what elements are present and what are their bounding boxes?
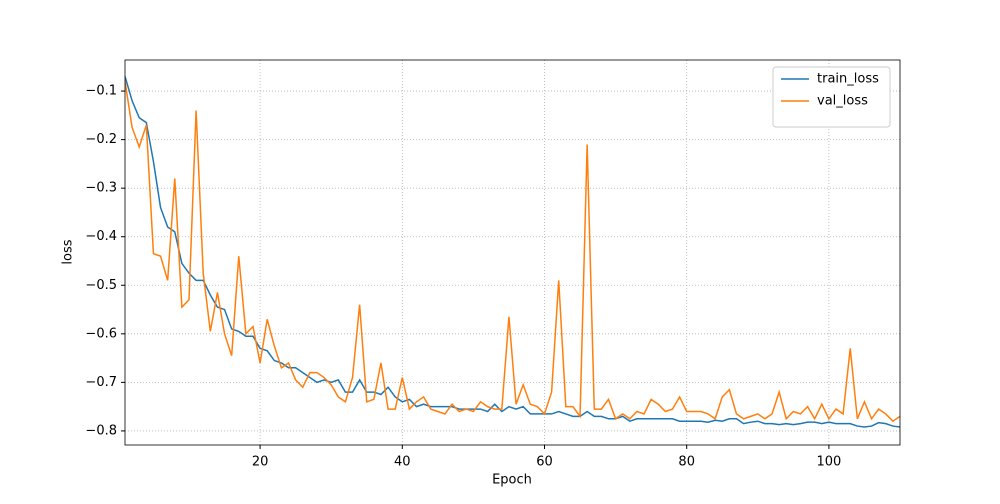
y-tick-label: −0.8 <box>85 423 117 438</box>
plot-frame <box>124 59 901 446</box>
x-tick-label: 40 <box>394 455 411 470</box>
y-tick-label: −0.4 <box>85 229 117 244</box>
y-tick-label: −0.2 <box>85 132 117 147</box>
y-tick-label: −0.1 <box>85 84 117 99</box>
y-tick-label: −0.7 <box>85 375 117 390</box>
x-tick-label: 80 <box>678 455 695 470</box>
legend-label: train_loss <box>817 72 879 87</box>
legend-box <box>772 66 891 128</box>
x-tick-label: 20 <box>252 455 269 470</box>
y-axis-label: loss <box>61 239 76 264</box>
x-tick-label: 60 <box>536 455 553 470</box>
series-line <box>125 81 900 423</box>
y-tick-label: −0.6 <box>85 326 117 341</box>
y-tick-label: −0.3 <box>85 181 117 196</box>
legend-label: val_loss <box>817 94 868 109</box>
series-line <box>125 76 900 428</box>
x-axis-label: Epoch <box>492 473 532 488</box>
y-tick-label: −0.5 <box>85 278 117 293</box>
x-tick-label: 100 <box>816 455 841 470</box>
